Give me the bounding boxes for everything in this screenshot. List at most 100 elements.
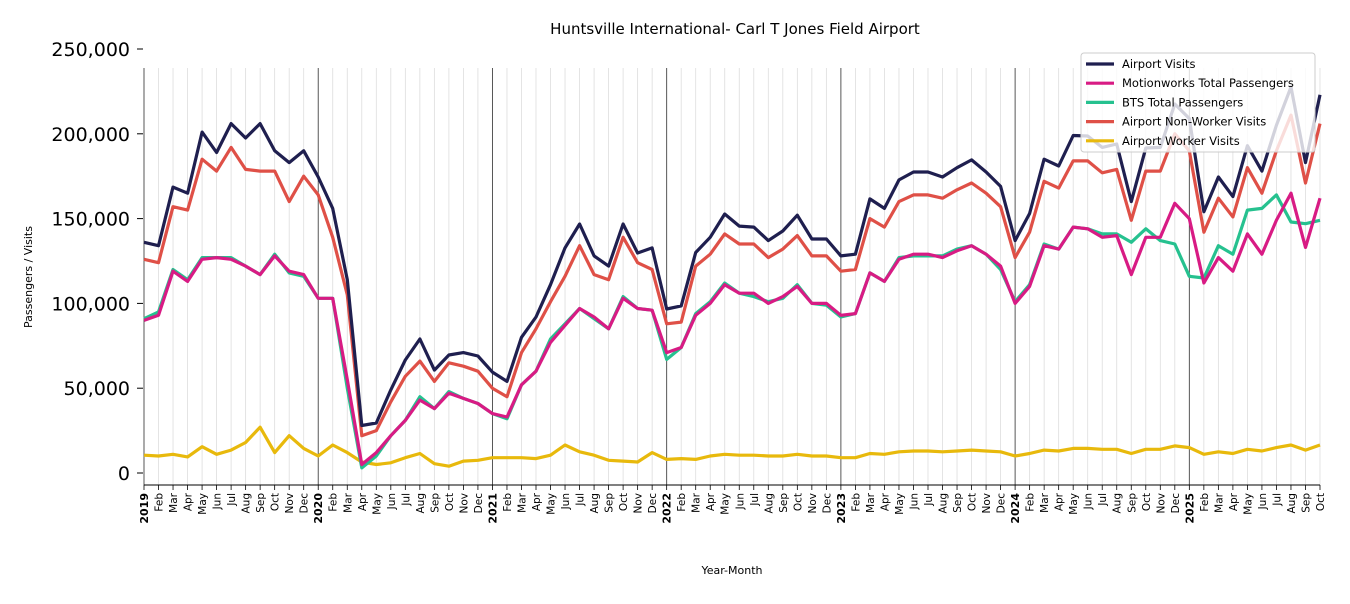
x-tick-label: Apr [183, 492, 195, 511]
x-tick-label: Oct [967, 493, 979, 511]
x-tick-label: Nov [807, 493, 819, 514]
x-tick-label: Mar [865, 492, 877, 512]
x-tick-label: Sep [1300, 493, 1312, 513]
x-tick-label: Dec [821, 493, 833, 514]
x-tick-label: Aug [938, 493, 950, 514]
x-tick-label: Feb [328, 493, 340, 512]
x-tick-label: Aug [241, 493, 253, 514]
x-tick-label: May [1068, 493, 1080, 515]
x-tick-label: Sep [604, 493, 616, 513]
legend-box [1080, 52, 1316, 153]
x-tick-label: 2021 [486, 493, 499, 524]
x-tick-label: Jun [212, 493, 224, 510]
x-tick-label: Aug [415, 493, 427, 514]
x-tick-label: Oct [1315, 493, 1327, 511]
legend-label: Motionworks Total Passengers [1122, 76, 1294, 90]
chart-title: Huntsville International- Carl T Jones F… [550, 20, 920, 38]
x-tick-label: Dec [299, 493, 311, 514]
x-tick-label: Nov [1155, 493, 1167, 514]
series-line-motionworks-total-passengers [143, 191, 1322, 467]
legend-label: Airport Worker Visits [1122, 134, 1240, 148]
x-tick-label: Feb [1025, 493, 1037, 512]
x-tick-label: Nov [981, 493, 993, 514]
x-tick-label: 2022 [661, 493, 674, 524]
x-tick-label: Dec [1170, 493, 1182, 514]
x-tick-label: Mar [168, 492, 180, 512]
y-axis: 0 50,000 100,000 150,000 200,000 250,000 [51, 39, 143, 485]
x-tick-label: Feb [676, 493, 688, 512]
x-tick-label: May [720, 493, 732, 515]
x-tick-label: Sep [429, 493, 441, 513]
x-tick-label: Jun [734, 493, 746, 510]
x-tick-label: May [1242, 493, 1254, 515]
x-tick-label: Dec [996, 493, 1008, 514]
x-tick-label: Aug [1112, 493, 1124, 514]
x-tick-label: Jun [908, 493, 920, 510]
x-tick-label: May [894, 493, 906, 515]
x-tick-label: Apr [705, 492, 717, 511]
x-tick-label: May [371, 493, 383, 515]
x-tick-label: Aug [589, 493, 601, 514]
x-tick-label: 2020 [312, 493, 325, 524]
x-tick-label: Apr [1054, 492, 1066, 511]
x-tick-label: 2025 [1183, 493, 1196, 524]
y-tick-label: 250,000 [51, 39, 130, 61]
x-tick-label: Nov [458, 493, 470, 514]
x-tick-label: May [197, 493, 209, 515]
x-tick-label: Jun [1083, 493, 1095, 510]
x-tick-label: Feb [502, 493, 514, 512]
y-axis-label: Passengers / Visits [22, 226, 35, 328]
x-tick-label: Jul [400, 493, 412, 507]
legend-label: BTS Total Passengers [1122, 95, 1243, 109]
x-tick-label: Mar [1039, 492, 1051, 512]
x-tick-label: Mar [691, 492, 703, 512]
series-line-airport-non-worker-visits [143, 113, 1322, 438]
x-tick-label: Oct [1141, 493, 1153, 511]
x-tick-label: Jul [575, 493, 587, 507]
x-tick-label: 2019 [138, 493, 151, 524]
x-tick-label: Dec [473, 493, 485, 514]
grid-lines [143, 68, 1321, 485]
x-tick-label: 2024 [1009, 493, 1022, 524]
x-tick-label: Apr [879, 492, 891, 511]
legend: Airport Visits Motionworks Total Passenge… [1080, 52, 1316, 153]
x-tick-label: Mar [1213, 492, 1225, 512]
x-axis: 2019 Feb Mar Apr May Jun Jul Aug Sep Oct Nov Dec 202… [138, 484, 1327, 524]
series-line-airport-worker-visits [143, 425, 1321, 468]
x-tick-label: Jun [386, 493, 398, 510]
x-tick-label: Jul [226, 493, 238, 507]
legend-label: Airport Visits [1122, 57, 1196, 71]
legend-label: Airport Non-Worker Visits [1122, 115, 1266, 129]
y-tick-label: 50,000 [64, 378, 130, 400]
x-tick-label: Jun [560, 493, 572, 510]
y-tick-label: 150,000 [51, 209, 130, 231]
x-tick-label: Oct [270, 493, 282, 511]
series-line-airport-visits [143, 85, 1322, 428]
x-tick-label: Jun [1257, 493, 1269, 510]
y-tick-label: 0 [118, 463, 130, 485]
x-tick-label: Jul [1097, 493, 1109, 507]
x-tick-label: 2023 [835, 493, 848, 524]
x-tick-label: Mar [342, 492, 354, 512]
x-tick-label: Jul [1271, 493, 1283, 507]
x-tick-label: Nov [284, 493, 296, 514]
x-tick-label: Apr [531, 492, 543, 511]
series-line-bts-total-passengers [143, 193, 1321, 470]
x-tick-label: Jul [923, 493, 935, 507]
y-tick-label: 200,000 [51, 124, 130, 146]
x-tick-label: Oct [444, 493, 456, 511]
x-tick-label: Mar [516, 492, 528, 512]
x-tick-label: Sep [778, 493, 790, 513]
x-tick-label: Oct [618, 493, 630, 511]
x-tick-label: Feb [1199, 493, 1211, 512]
x-tick-label: Apr [357, 492, 369, 511]
x-tick-label: Sep [255, 493, 267, 513]
x-tick-label: Dec [647, 493, 659, 514]
x-tick-label: Oct [792, 493, 804, 511]
x-axis-label: Year-Month [700, 564, 762, 577]
x-tick-label: Nov [633, 493, 645, 514]
x-tick-label: Aug [763, 493, 775, 514]
x-tick-label: Sep [1126, 493, 1138, 513]
